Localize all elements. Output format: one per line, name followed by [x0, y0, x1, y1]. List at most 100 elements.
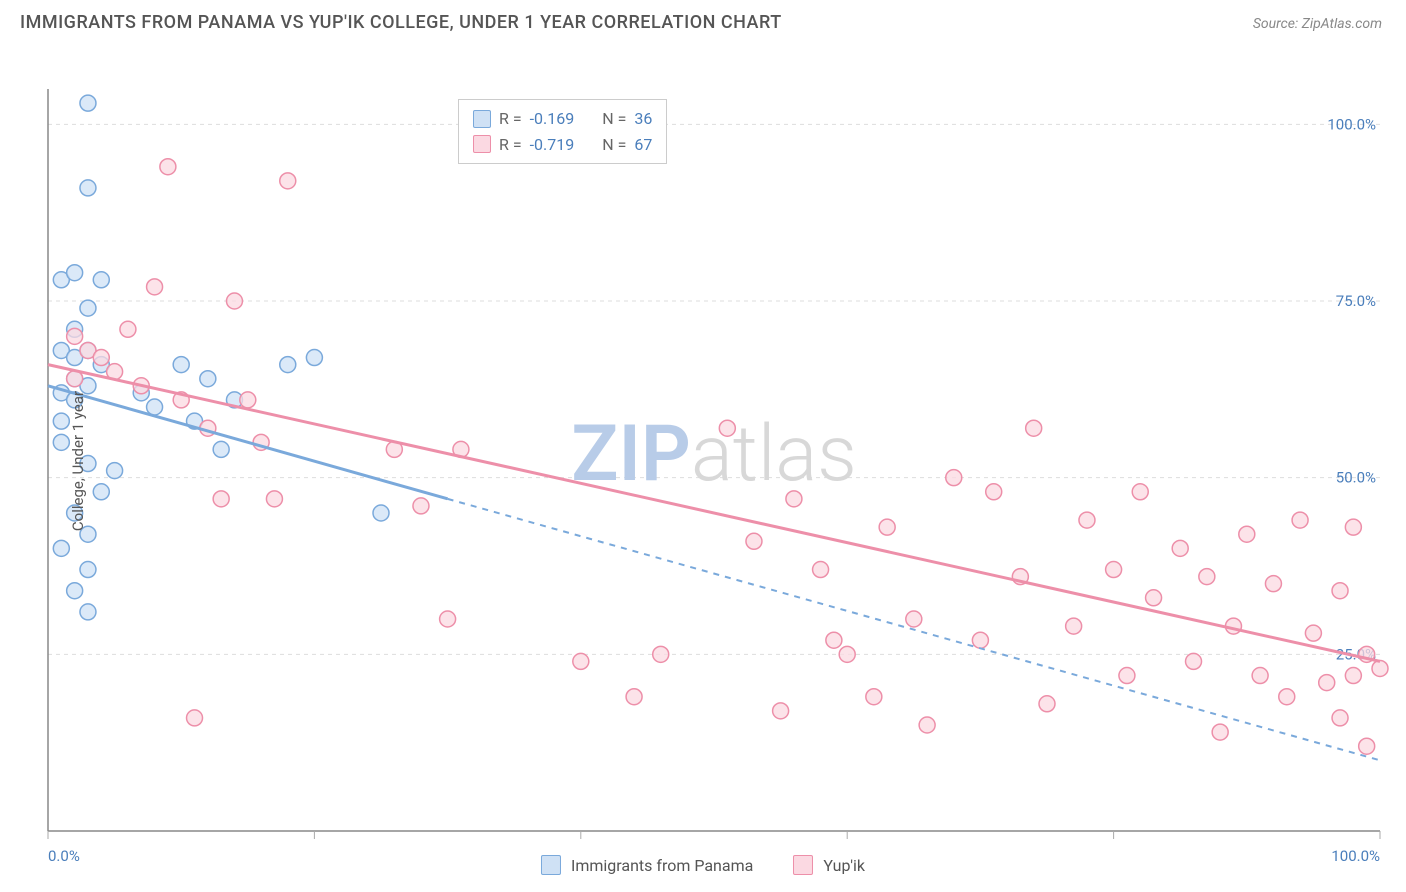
legend-swatch [473, 135, 491, 153]
data-point[interactable] [53, 413, 69, 429]
data-point[interactable] [373, 505, 389, 521]
data-point[interactable] [1319, 675, 1335, 691]
data-point[interactable] [213, 491, 229, 507]
data-point[interactable] [440, 611, 456, 627]
data-point[interactable] [839, 646, 855, 662]
y-axis-title: College, Under 1 year [69, 391, 87, 531]
legend-item[interactable]: Immigrants from Panama [541, 855, 753, 875]
data-point[interactable] [173, 357, 189, 373]
watermark: ZIPatlas [571, 409, 856, 500]
source-link[interactable]: ZipAtlas.com [1302, 16, 1382, 32]
statistics-legend: R = -0.169N = 36R = -0.719N = 67 [458, 99, 667, 164]
legend-label: Yup'ik [823, 856, 865, 875]
data-point[interactable] [53, 434, 69, 450]
data-point[interactable] [280, 173, 296, 189]
legend-label: Immigrants from Panama [571, 856, 753, 875]
data-point[interactable] [67, 265, 83, 281]
data-point[interactable] [266, 491, 282, 507]
data-point[interactable] [986, 484, 1002, 500]
data-point[interactable] [1305, 625, 1321, 641]
data-point[interactable] [826, 632, 842, 648]
data-point[interactable] [107, 463, 123, 479]
data-point[interactable] [1345, 519, 1361, 535]
data-point[interactable] [1265, 576, 1281, 592]
data-point[interactable] [1332, 710, 1348, 726]
data-point[interactable] [1212, 724, 1228, 740]
data-point[interactable] [626, 689, 642, 705]
x-tick-label: 100.0% [1331, 847, 1380, 865]
data-point[interactable] [80, 300, 96, 316]
data-point[interactable] [1066, 618, 1082, 634]
x-tick-label: 0.0% [48, 847, 80, 865]
chart-title: IMMIGRANTS FROM PANAMA VS YUP'IK COLLEGE… [20, 12, 782, 33]
stat-n-label: N = [602, 132, 626, 158]
data-point[interactable] [93, 484, 109, 500]
data-point[interactable] [120, 321, 136, 337]
data-point[interactable] [1079, 512, 1095, 528]
data-point[interactable] [1239, 526, 1255, 542]
data-point[interactable] [1359, 738, 1375, 754]
data-point[interactable] [1119, 668, 1135, 684]
data-point[interactable] [306, 350, 322, 366]
data-point[interactable] [773, 703, 789, 719]
data-point[interactable] [746, 533, 762, 549]
data-point[interactable] [919, 717, 935, 733]
data-point[interactable] [67, 583, 83, 599]
data-point[interactable] [1345, 668, 1361, 684]
legend-swatch [793, 855, 813, 875]
data-point[interactable] [1026, 420, 1042, 436]
data-point[interactable] [1372, 660, 1388, 676]
data-point[interactable] [906, 611, 922, 627]
y-tick-label: 100.0% [1327, 115, 1376, 133]
data-point[interactable] [786, 491, 802, 507]
stat-row: R = -0.719N = 67 [473, 132, 652, 158]
data-point[interactable] [240, 392, 256, 408]
stat-r-value: -0.169 [530, 106, 575, 132]
data-point[interactable] [1292, 512, 1308, 528]
data-point[interactable] [1199, 569, 1215, 585]
data-point[interactable] [147, 399, 163, 415]
data-point[interactable] [719, 420, 735, 436]
data-point[interactable] [972, 632, 988, 648]
stat-r-label: R = [499, 106, 522, 132]
data-point[interactable] [80, 562, 96, 578]
data-point[interactable] [866, 689, 882, 705]
data-point[interactable] [1279, 689, 1295, 705]
data-point[interactable] [1146, 590, 1162, 606]
data-point[interactable] [226, 293, 242, 309]
data-point[interactable] [93, 350, 109, 366]
data-point[interactable] [213, 441, 229, 457]
data-point[interactable] [1132, 484, 1148, 500]
data-point[interactable] [93, 272, 109, 288]
data-point[interactable] [813, 562, 829, 578]
data-point[interactable] [80, 180, 96, 196]
chart-area: College, Under 1 year 25.0%50.0%75.0%100… [0, 41, 1406, 881]
data-point[interactable] [573, 653, 589, 669]
data-point[interactable] [413, 498, 429, 514]
data-point[interactable] [879, 519, 895, 535]
legend-swatch [473, 110, 491, 128]
series-legend: Immigrants from Panama Yup'ik [541, 855, 865, 875]
data-point[interactable] [1252, 668, 1268, 684]
data-point[interactable] [653, 646, 669, 662]
data-point[interactable] [160, 159, 176, 175]
scatter-chart: 25.0%50.0%75.0%100.0%0.0%100.0%ZIPatlas [0, 41, 1406, 881]
data-point[interactable] [946, 470, 962, 486]
data-point[interactable] [187, 710, 203, 726]
stat-n-label: N = [602, 106, 626, 132]
data-point[interactable] [1186, 653, 1202, 669]
data-point[interactable] [80, 604, 96, 620]
data-point[interactable] [200, 371, 216, 387]
data-point[interactable] [1332, 583, 1348, 599]
source-attribution: Source: ZipAtlas.com [1253, 13, 1382, 32]
data-point[interactable] [1172, 540, 1188, 556]
data-point[interactable] [147, 279, 163, 295]
stat-row: R = -0.169N = 36 [473, 106, 652, 132]
data-point[interactable] [67, 328, 83, 344]
data-point[interactable] [80, 95, 96, 111]
data-point[interactable] [1039, 696, 1055, 712]
data-point[interactable] [1106, 562, 1122, 578]
data-point[interactable] [53, 540, 69, 556]
legend-item[interactable]: Yup'ik [793, 855, 865, 875]
data-point[interactable] [280, 357, 296, 373]
